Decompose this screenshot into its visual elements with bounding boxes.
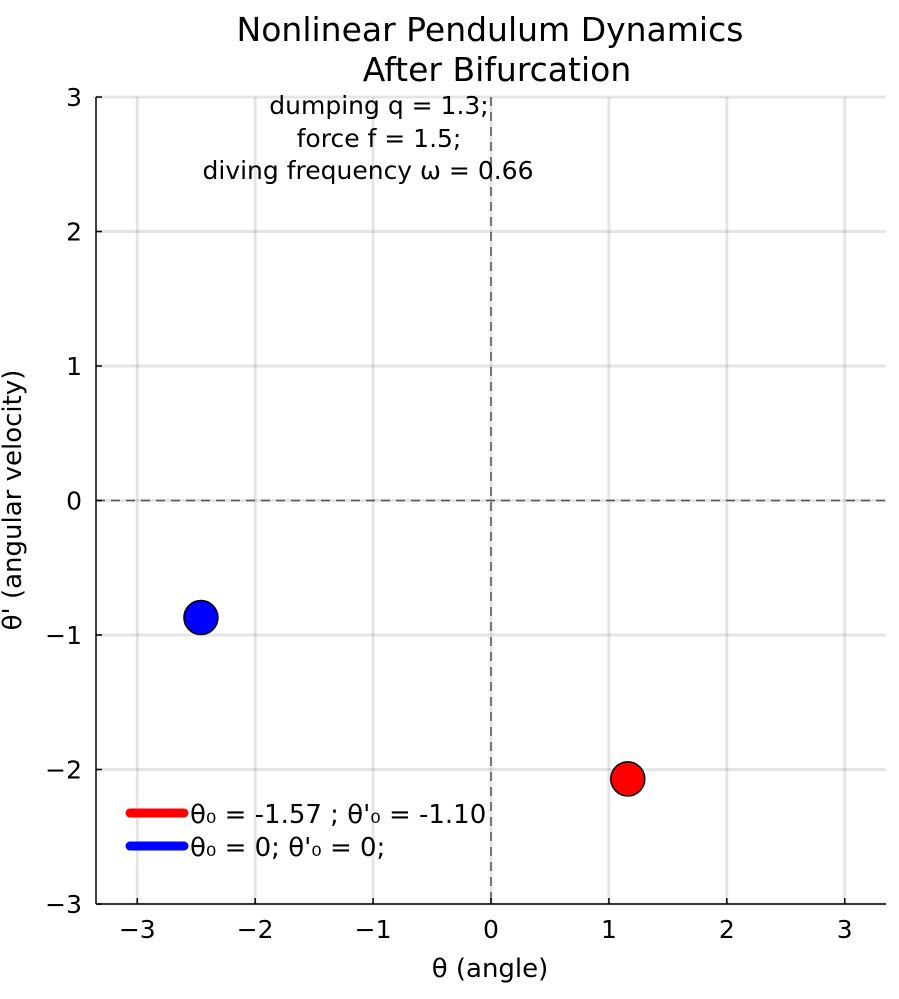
- y-tick-label: −3: [45, 890, 82, 919]
- data-point: [610, 761, 646, 797]
- legend-label: θ₀ = -1.57 ; θ'₀ = -1.10: [190, 800, 486, 830]
- tick-labels: −3 −2 −1 0 1 2 3 −3 −2 −1 0 1 2 3: [45, 83, 853, 944]
- x-tick-label: −1: [355, 915, 392, 944]
- y-tick-label: 3: [66, 83, 82, 112]
- data-point: [183, 599, 219, 636]
- y-tick-label: 0: [66, 487, 82, 516]
- y-axis-label: θ' (angular velocity): [0, 370, 28, 631]
- x-tick-label: −2: [237, 915, 274, 944]
- y-tick-label: −1: [45, 621, 82, 650]
- x-tick-label: 0: [483, 915, 499, 944]
- y-tick-label: −2: [45, 756, 82, 785]
- annotation: dumping q = 1.3; force f = 1.5; diving fre…: [203, 91, 534, 185]
- legend-label: θ₀ = 0; θ'₀ = 0;: [190, 833, 385, 863]
- x-tick-label: 1: [601, 915, 617, 944]
- x-tick-label: −3: [119, 915, 156, 944]
- y-tick-label: 1: [66, 352, 82, 381]
- annotation-line: diving frequency ω = 0.66: [203, 156, 534, 185]
- axes: [95, 96, 886, 905]
- annotation-line: dumping q = 1.3;: [269, 91, 488, 120]
- x-tick-label: 3: [837, 915, 853, 944]
- x-axis-label: θ (angle): [432, 954, 549, 984]
- data-points: [183, 599, 646, 797]
- y-tick-label: 2: [66, 218, 82, 247]
- chart-title-line-2: After Bifurcation: [363, 50, 632, 89]
- zero-lines: [96, 97, 886, 904]
- x-tick-label: 2: [719, 915, 735, 944]
- annotation-line: force f = 1.5;: [297, 124, 462, 153]
- chart-title-line-1: Nonlinear Pendulum Dynamics: [237, 10, 744, 49]
